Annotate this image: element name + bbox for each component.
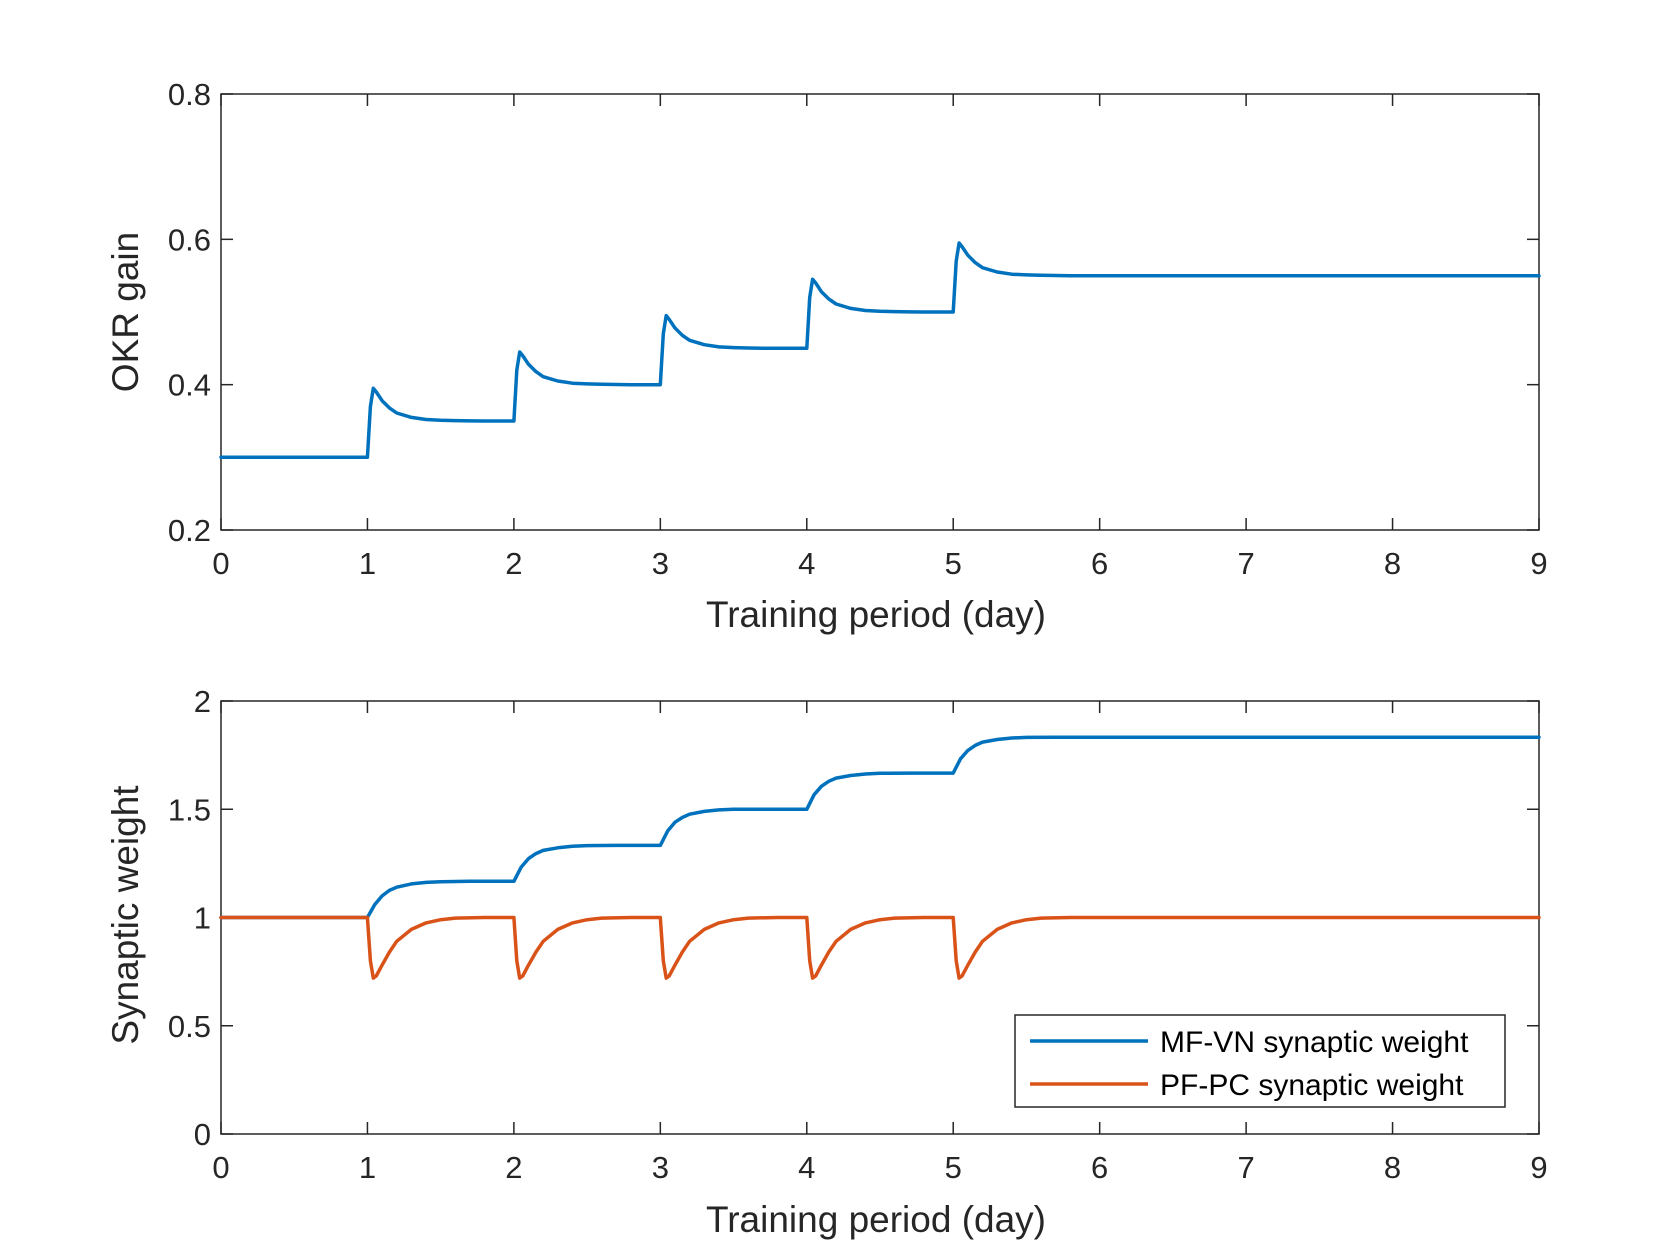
legend-label-mf-vn: MF-VN synaptic weight <box>1160 1026 1469 1059</box>
x-tick-label: 0 <box>212 1150 229 1185</box>
y-tick-label: 0.4 <box>168 368 211 403</box>
y-axis-label: OKR gain <box>105 232 146 392</box>
x-tick-label: 3 <box>652 1150 669 1185</box>
x-tick-label: 0 <box>212 546 229 581</box>
x-tick-label: 4 <box>798 1150 815 1185</box>
x-tick-label: 1 <box>359 1150 376 1185</box>
chart-okr-gain: 0 1 2 3 4 5 6 7 8 9 0.2 0.4 0.6 0.8 Training period … <box>105 77 1548 635</box>
y-axis-label: Synaptic weight <box>105 785 146 1045</box>
x-tick-label: 6 <box>1091 546 1108 581</box>
y-tick-label: 2 <box>194 684 211 719</box>
legend-box <box>1014 1014 1506 1108</box>
y-ticks: 0 0.5 1 1.5 2 <box>168 684 1539 1152</box>
x-tick-label: 5 <box>945 546 962 581</box>
y-tick-label: 1.5 <box>168 792 211 827</box>
x-tick-label: 8 <box>1384 1150 1401 1185</box>
x-tick-label: 2 <box>505 546 522 581</box>
x-tick-label: 9 <box>1530 546 1547 581</box>
x-tick-label: 9 <box>1530 1150 1547 1185</box>
series-lines <box>219 241 1541 460</box>
x-axis-label: Training period (day) <box>706 594 1046 635</box>
y-tick-label: 0.6 <box>168 222 211 257</box>
series-line-0 <box>219 735 1541 920</box>
y-tick-label: 0.2 <box>168 513 211 548</box>
series-line-1 <box>219 915 1541 980</box>
chart-synaptic-weight: 0 1 2 3 4 5 6 7 8 9 0 0.5 1 1.5 2 Training period (da… <box>105 684 1548 1240</box>
y-tick-label: 0 <box>194 1117 211 1152</box>
legend-label-pf-pc: PF-PC synaptic weight <box>1160 1069 1464 1102</box>
x-ticks: 0 1 2 3 4 5 6 7 8 9 <box>212 701 1548 1185</box>
legend: MF-VN synaptic weight PF-PC synaptic wei… <box>1014 1014 1506 1108</box>
series-lines <box>219 735 1541 980</box>
x-tick-label: 7 <box>1237 546 1254 581</box>
series-line-0 <box>219 241 1541 460</box>
x-tick-label: 1 <box>359 546 376 581</box>
y-tick-label: 0.8 <box>168 77 211 112</box>
x-tick-label: 8 <box>1384 546 1401 581</box>
y-ticks: 0.2 0.4 0.6 0.8 <box>168 77 1539 548</box>
x-tick-label: 4 <box>798 546 815 581</box>
y-tick-label: 0.5 <box>168 1009 211 1044</box>
y-tick-label: 1 <box>194 901 211 936</box>
x-tick-label: 3 <box>652 546 669 581</box>
x-tick-label: 2 <box>505 1150 522 1185</box>
x-tick-label: 7 <box>1237 1150 1254 1185</box>
x-axis-label: Training period (day) <box>706 1199 1046 1240</box>
x-tick-label: 6 <box>1091 1150 1108 1185</box>
x-tick-label: 5 <box>945 1150 962 1185</box>
x-ticks: 0 1 2 3 4 5 6 7 8 9 <box>212 94 1548 581</box>
